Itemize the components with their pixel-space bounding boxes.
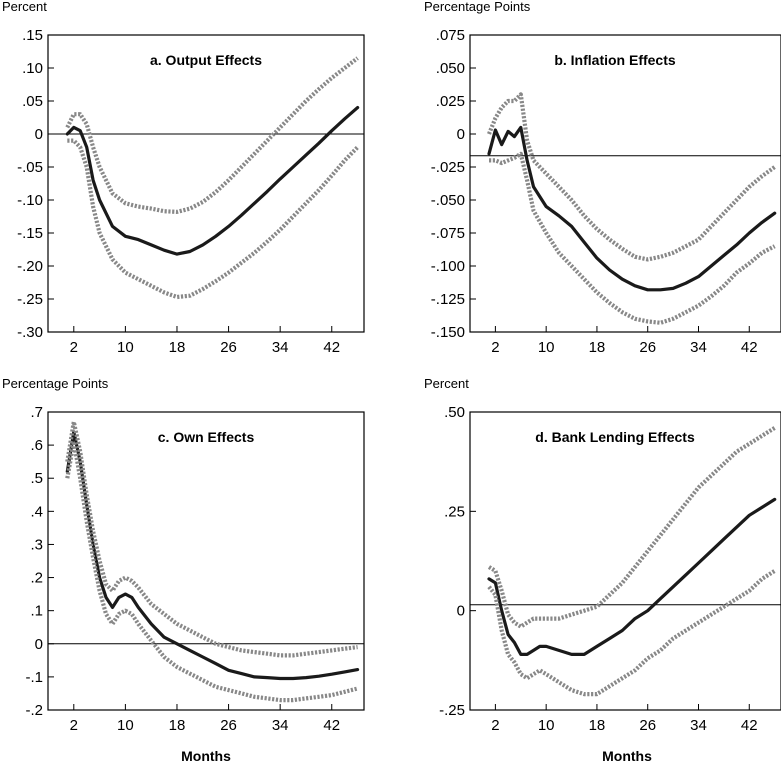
plot-frame [47,411,365,711]
y-tick-label: .6 [30,437,43,454]
y-tick-label: -.15 [17,225,43,242]
x-tick-label: 10 [538,717,555,734]
x-tick-label: 10 [117,339,134,356]
y-tick-label: .1 [30,603,43,620]
y-tick-label: -.100 [431,258,465,275]
series-group [487,92,777,325]
series-group [65,419,360,703]
y-tick-label: .2 [30,570,43,587]
y-tick-label: .15 [22,27,43,44]
y-tick-label: .050 [436,60,465,77]
upper-band-line [65,56,359,214]
x-tick-label: 34 [272,339,289,356]
estimate-line [487,497,777,656]
y-tick-label: -.150 [431,324,465,341]
panel-a: Percent .15 .10 .05 0 -.05 -.10 -.15 -.20 -.25 -.3… [2,0,365,356]
x-axis-label: Months [181,748,231,764]
y-tick-label: -.05 [17,159,43,176]
x-tick-label: 26 [639,339,656,356]
y-tick-label: -.075 [431,225,465,242]
lower-band-line [67,138,360,300]
unit-label: Percent [2,0,47,14]
y-tick-label: .3 [30,536,43,553]
y-tick-label: 0 [35,126,43,143]
unit-label: Percent [424,376,469,391]
y-tick-label: .25 [444,503,465,520]
y-tick-label: -.1 [25,669,43,686]
y-tick-label: .075 [436,27,465,44]
y-tick-label: .10 [22,60,43,77]
y-tick-label: -.025 [431,159,465,176]
x-tick-label: 42 [741,717,758,734]
y-tick-label: .7 [30,404,43,421]
y-tick-label: 0 [457,603,465,620]
upper-band-line [487,426,776,629]
plot-frame [469,34,781,333]
lower-band-line [489,151,776,325]
y-tick-label: 0 [35,636,43,653]
panel-title: a. Output Effects [150,52,262,68]
estimate-line [487,125,777,292]
panel-c: Percentage Points .7 .6 .5 .4 .3 .2 .1 0 -.1 -.2 2 1… [2,376,365,764]
series-group [487,426,777,697]
plot-frame [47,34,365,333]
x-tick-label: 18 [589,717,606,734]
x-tick-label: 42 [741,339,758,356]
y-tick-label: -.20 [17,258,43,275]
x-tick-label: 26 [639,717,656,734]
y-tick-label: -.25 [17,291,43,308]
series-group [65,56,360,300]
panel-title: b. Inflation Effects [554,52,676,68]
upper-band-line [65,419,358,658]
plot-frame [469,411,781,711]
x-tick-label: 34 [690,339,707,356]
y-tick-label: -.2 [25,702,43,719]
x-tick-label: 2 [70,339,78,356]
x-tick-label: 42 [323,717,340,734]
y-tick-label: .025 [436,93,465,110]
x-tick-label: 18 [169,339,186,356]
x-tick-label: 10 [538,339,555,356]
x-axis-label: Months [602,748,652,764]
y-tick-label: -.10 [17,192,43,209]
x-tick-label: 18 [169,717,186,734]
y-tick-label: .05 [22,93,43,110]
y-tick-label: -.050 [431,192,465,209]
x-tick-label: 34 [690,717,707,734]
y-tick-label: .50 [444,404,465,421]
panel-d: Percent .50 .25 0 -.25 2 10 18 26 34 42 d. Bank Len… [424,376,781,764]
y-tick-label: -.30 [17,324,43,341]
x-tick-label: 42 [323,339,340,356]
y-tick-label: -.125 [431,291,465,308]
y-tick-label: 0 [457,126,465,143]
unit-label: Percentage Points [2,376,109,391]
x-tick-label: 18 [589,339,606,356]
x-tick-label: 26 [220,717,237,734]
panel-title: c. Own Effects [158,429,255,445]
x-tick-label: 2 [70,717,78,734]
y-tick-label: -.25 [439,702,465,719]
lower-band-line [65,439,359,703]
x-tick-label: 10 [117,717,134,734]
estimate-line [65,106,360,256]
x-tick-label: 2 [491,717,499,734]
unit-label: Percentage Points [424,0,531,14]
y-tick-label: .5 [30,470,43,487]
panel-b: Percentage Points .075 .050 .025 0 -.025 -.050… [424,0,781,356]
lower-band-line [487,569,776,697]
y-tick-label: .4 [30,503,43,520]
x-tick-label: 26 [220,339,237,356]
x-tick-label: 34 [272,717,289,734]
estimate-line [65,430,360,681]
x-tick-label: 2 [491,339,499,356]
panel-title: d. Bank Lending Effects [535,429,695,445]
